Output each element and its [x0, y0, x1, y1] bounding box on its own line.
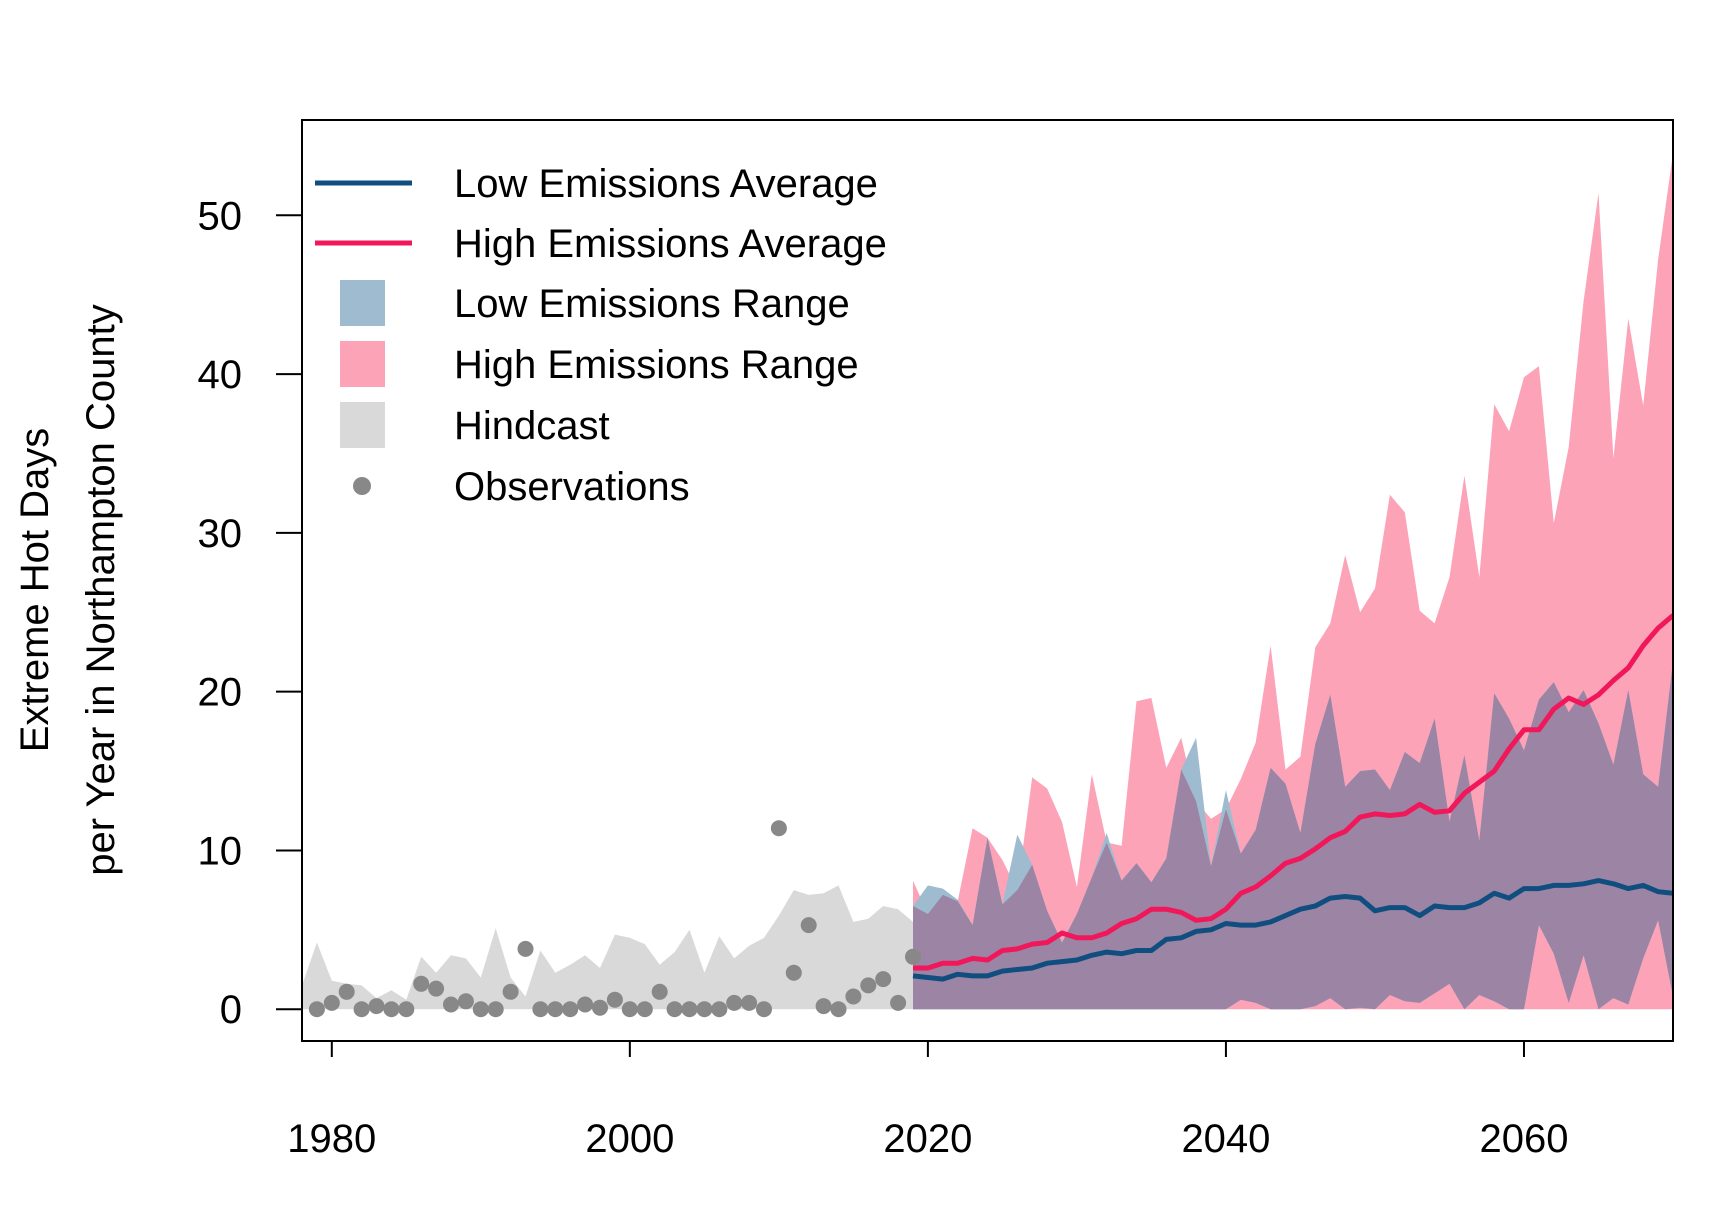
hindcast-band: [302, 885, 913, 1010]
high-emissions-range-band: [913, 153, 1673, 1010]
legend-item: High Emissions Average: [315, 222, 887, 266]
legend-fill-swatch: [340, 402, 385, 448]
legend-label: High Emissions Range: [454, 343, 859, 387]
legend-fill-swatch: [340, 341, 385, 387]
observation-point: [517, 940, 534, 957]
legend-fill-swatch: [340, 280, 385, 326]
observations-points: [308, 820, 921, 1018]
observation-point: [323, 994, 340, 1011]
observation-point: [457, 993, 474, 1010]
y-tick-label: 20: [198, 671, 243, 715]
x-tick-label: 2020: [883, 1117, 972, 1161]
legend-item: Observations: [353, 465, 690, 509]
y-axis-title: Extreme Hot Days: [13, 428, 57, 753]
high-emissions-range-area: [913, 153, 1673, 1010]
legend-label: Low Emissions Range: [454, 282, 850, 326]
y-axis-title-2: per Year in Northampton County: [79, 304, 123, 875]
observation-point: [472, 1001, 489, 1018]
observation-point: [770, 820, 787, 837]
hindcast-area: [302, 885, 913, 1010]
observation-point: [547, 1001, 564, 1018]
legend-point-swatch: [353, 477, 371, 495]
observation-point: [562, 1001, 579, 1018]
observation-point: [711, 1001, 728, 1018]
legend-label: Observations: [454, 465, 690, 509]
y-axis-title-line-1: Extreme Hot Days: [13, 428, 57, 753]
y-tick-label: 40: [198, 353, 243, 397]
low-emissions-average-line: [912, 878, 1673, 982]
observation-point: [726, 994, 743, 1011]
plot-area: [302, 153, 1673, 1018]
observation-point: [338, 983, 355, 1000]
observation-point: [696, 1001, 713, 1018]
legend: Low Emissions Average High Emissions Aver…: [315, 162, 887, 509]
legend-item: Hindcast: [340, 402, 610, 448]
x-tick-label: 1980: [287, 1117, 376, 1161]
observation-point: [487, 1001, 504, 1018]
observation-point: [666, 1001, 683, 1018]
observation-point: [830, 1001, 847, 1018]
x-axis: 1980 2000 2020 2040 2060: [287, 1041, 1568, 1161]
observation-point: [875, 971, 892, 988]
observation-point: [681, 1001, 698, 1018]
y-tick-label: 10: [198, 829, 243, 873]
observation-point: [368, 998, 385, 1015]
x-tick-label: 2060: [1479, 1117, 1568, 1161]
observation-point: [845, 988, 862, 1005]
observation-point: [577, 996, 594, 1013]
observation-point: [443, 996, 459, 1013]
legend-item: High Emissions Range: [340, 341, 859, 387]
observation-point: [413, 975, 430, 992]
observation-point: [308, 1001, 325, 1018]
legend-label: Low Emissions Average: [454, 162, 878, 206]
range-overlap-area: [913, 661, 1673, 1010]
observation-point: [606, 991, 623, 1008]
y-tick-label: 0: [220, 988, 242, 1032]
legend-item: Low Emissions Range: [340, 280, 850, 326]
legend-label: Hindcast: [454, 404, 610, 448]
observation-point: [428, 980, 445, 997]
observation-point: [383, 1001, 400, 1018]
y-axis: 0 10 20 30 40 50: [198, 194, 302, 1032]
average-lines: [912, 613, 1673, 982]
observation-point: [636, 1001, 653, 1018]
high-emissions-average-line: [913, 613, 1673, 971]
range-overlap-band: [913, 661, 1673, 1010]
observation-point: [621, 1001, 638, 1018]
observation-point: [592, 999, 608, 1016]
observation-point: [785, 964, 802, 981]
observation-point: [741, 994, 758, 1011]
y-tick-label: 30: [198, 512, 243, 556]
observation-point: [651, 983, 668, 1000]
observation-point: [815, 998, 832, 1015]
legend-item: Low Emissions Average: [315, 162, 878, 206]
observation-point: [905, 948, 921, 965]
observation-point: [756, 1001, 772, 1018]
observation-point: [532, 1001, 549, 1018]
plot-frame: [301, 119, 1674, 1042]
x-tick-label: 2000: [585, 1117, 674, 1161]
observation-point: [398, 1001, 415, 1018]
legend-label: High Emissions Average: [454, 222, 887, 266]
observation-point: [800, 917, 817, 934]
observation-point: [890, 994, 907, 1011]
y-tick-label: 50: [198, 194, 243, 238]
x-tick-label: 2040: [1181, 1117, 1270, 1161]
y-axis-title-line-2: per Year in Northampton County: [79, 304, 123, 875]
observation-point: [353, 1001, 370, 1018]
observation-point: [502, 983, 519, 1000]
observation-point: [860, 977, 877, 994]
